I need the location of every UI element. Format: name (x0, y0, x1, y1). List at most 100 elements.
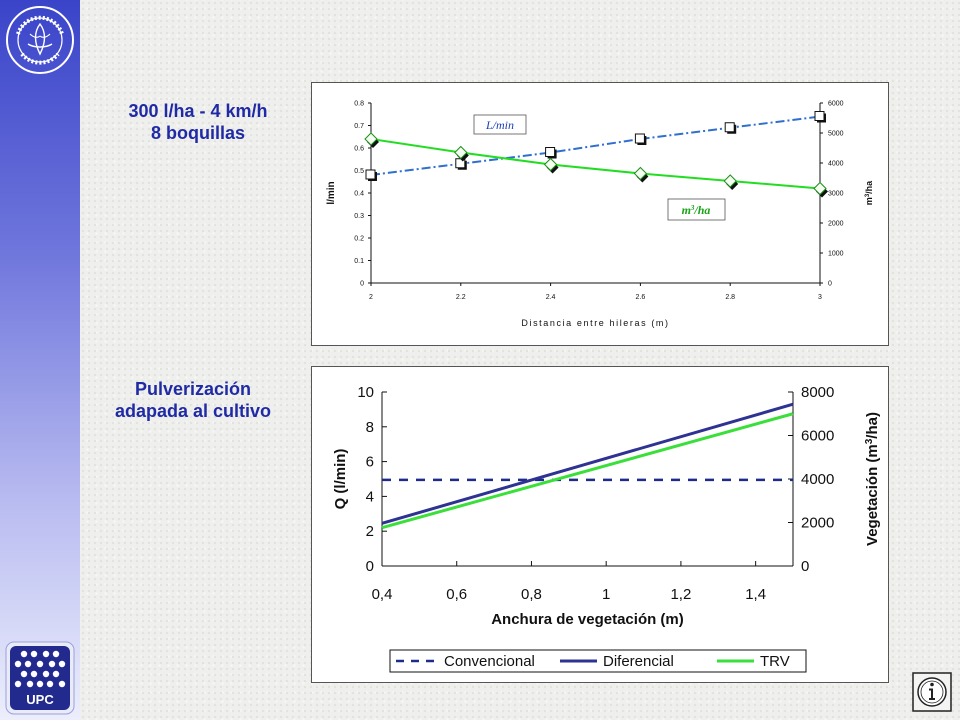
y2-tick-label: 0 (801, 558, 809, 575)
sidebar: UPC (0, 0, 80, 720)
upc-logo-dot (58, 680, 66, 688)
series-m3ha-marker (454, 145, 468, 160)
x-tick-label: 2 (369, 294, 373, 301)
upc-logo-dot (52, 650, 60, 658)
y-tick-label: 0.3 (354, 213, 364, 220)
x-tick-label: 3 (818, 294, 822, 301)
caption-top-line1: 300 l/ha - 4 km/h (128, 101, 268, 121)
x-tick-label: 1 (602, 586, 610, 603)
series-diferencial-line (381, 402, 794, 525)
upc-logo-dot (20, 670, 28, 678)
upc-logo-dot (20, 650, 28, 658)
chart-vegetation-width: 0 2 4 6 8 10 0 2000 4000 6000 8000 0,4 0,6 0,8 1 1,2 1,4… (311, 366, 889, 683)
y-tick-label: 0.1 (354, 258, 364, 265)
upc-logo-dot (14, 680, 22, 688)
y2-tick-label: 5000 (828, 131, 844, 138)
legend-label-diferencial: Diferencial (603, 653, 674, 670)
chart-row-spacing-svg: 0 0.1 0.2 0.3 0.4 0.5 0.6 0.7 0.8 0 1000 2000 3000 40… (326, 101, 874, 329)
upc-logo-dot (36, 680, 44, 688)
upc-logo-dot (26, 680, 34, 688)
x-tick-label: 2.2 (456, 294, 466, 301)
upc-logo-dot (30, 650, 38, 658)
upc-logo-dot (36, 660, 44, 668)
y-tick-label: 6 (366, 454, 374, 471)
legend-label-trv: TRV (760, 653, 790, 670)
series-lmin-marker (545, 147, 556, 157)
y-tick-label: 0 (366, 558, 374, 575)
upc-label: UPC (26, 692, 54, 707)
y-tick-label: 0.2 (354, 236, 364, 243)
caption-top: 300 l/ha - 4 km/h 8 boquillas (98, 100, 298, 144)
x-tick-label: 1,2 (670, 586, 691, 603)
x-axis-title: Distancia entre hileras (m) (521, 318, 669, 328)
y-tick-label: 4 (366, 488, 374, 505)
x-tick-label: 1,4 (745, 586, 766, 603)
upc-logo-dot (42, 670, 50, 678)
x-tick-label: 2.8 (725, 294, 735, 301)
series-m3ha-marker (813, 181, 827, 196)
y-tick-label: 0 (360, 281, 364, 288)
series-m3ha-label: m3/ha (682, 203, 711, 217)
y2-axis-title-superscript: 3 (865, 193, 871, 197)
info-icon[interactable] (912, 672, 952, 712)
series-lmin-marker (634, 133, 645, 144)
series-lmin-line (370, 115, 821, 176)
y-tick-label: 0.8 (354, 101, 364, 108)
y2-axis-title-superscript: 3 (864, 438, 875, 444)
y-tick-label: 0.5 (354, 168, 364, 175)
y-axis-title: Q (l/min) (332, 449, 349, 510)
series-lmin-label: L/min (485, 118, 514, 132)
series-m3ha-marker (364, 132, 378, 146)
legend-label-convencional: Convencional (444, 653, 535, 670)
upc-logo: UPC (5, 641, 75, 715)
x-tick-label: 0,8 (521, 586, 542, 603)
y2-tick-label: 4000 (801, 471, 834, 488)
y-tick-label: 10 (357, 384, 374, 401)
esa-seal-logo (6, 6, 74, 74)
x-tick-label: 0,4 (372, 586, 393, 603)
y2-tick-label: 8000 (801, 384, 834, 401)
series-lmin-marker (724, 122, 735, 133)
upc-logo-dot (24, 660, 32, 668)
y-tick-label: 0.7 (354, 123, 364, 130)
upc-logo-dot (42, 650, 50, 658)
caption-bottom-line2: adapada al cultivo (114, 401, 272, 421)
x-tick-label: 0,6 (446, 586, 467, 603)
x-tick-label: 2.6 (636, 294, 646, 301)
x-axis-title: Anchura de vegetación (m) (491, 611, 684, 628)
y-tick-label: 0.6 (354, 146, 364, 153)
series-m3ha-marker (723, 174, 737, 188)
y2-tick-label: 0 (828, 281, 832, 288)
y2-tick-label: 2000 (801, 515, 834, 532)
series-m3ha-label-box (667, 198, 726, 221)
upc-logo-dot (58, 660, 66, 668)
series-m3ha-label-superscript: 3 (690, 204, 695, 212)
y2-tick-label: 2000 (828, 221, 844, 228)
series-lmin-marker (814, 111, 825, 121)
series-m3ha-marker (633, 166, 648, 181)
series-m3ha-line (370, 138, 821, 190)
upc-logo-dot (48, 660, 56, 668)
upc-logo-dot (52, 670, 60, 678)
chart-row-spacing: 0 0.1 0.2 0.3 0.4 0.5 0.6 0.7 0.8 0 1000 2000 3000 40… (311, 82, 889, 346)
caption-top-line2: 8 boquillas (150, 123, 246, 143)
upc-logo-dot (30, 670, 38, 678)
upc-logo-dot (14, 660, 22, 668)
y-tick-label: 8 (366, 419, 374, 436)
y2-tick-label: 3000 (828, 191, 844, 198)
series-m3ha-marker (543, 157, 558, 172)
y2-axis-title: m3/ha (864, 180, 874, 205)
y2-axis-title: Vegetación (m3/ha) (864, 412, 882, 546)
series-lmin-label-box (473, 114, 527, 135)
x-tick-label: 2.4 (546, 294, 556, 301)
series-lmin-marker (365, 169, 376, 180)
y-tick-label: 0.4 (354, 191, 364, 198)
y2-tick-label: 4000 (828, 161, 844, 168)
caption-bottom: Pulverización adapada al cultivo (88, 378, 298, 422)
y-axis-title: l/min (326, 181, 337, 204)
y-tick-label: 2 (366, 523, 374, 540)
caption-bottom-line1: Pulverización (134, 379, 252, 399)
chart-vegetation-width-svg: 0 2 4 6 8 10 0 2000 4000 6000 8000 0,4 0,6 0,8 1 1,2 1,4… (332, 384, 882, 673)
y2-tick-label: 1000 (828, 251, 844, 258)
legend-box (389, 649, 807, 673)
